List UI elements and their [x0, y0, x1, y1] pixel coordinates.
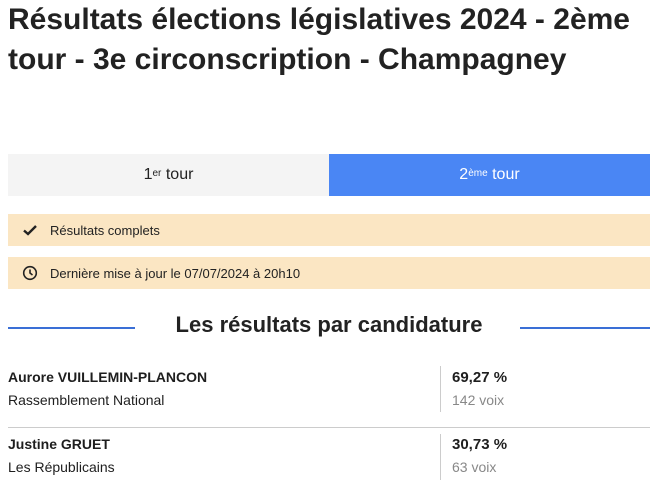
candidate-name: Justine GRUET: [8, 436, 110, 452]
tab-label: tour: [165, 166, 194, 183]
tab-suffix: ème: [468, 167, 488, 179]
candidate-party: Rassemblement National: [8, 392, 165, 408]
candidate-votes: 142 voix: [452, 392, 505, 408]
status-text: Dernière mise à jour le 07/07/2024 à 20h…: [50, 265, 301, 281]
status-complete: Résultats complets: [8, 214, 650, 246]
status-text: Résultats complets: [50, 222, 160, 238]
row-separator: [8, 427, 650, 428]
tab-label: tour: [492, 166, 520, 183]
tab-suffix: er: [152, 167, 162, 179]
column-divider: [440, 366, 441, 412]
section-rule: [8, 327, 135, 329]
tab-number: 1: [143, 166, 153, 183]
candidate-percent: 30,73 %: [452, 436, 508, 453]
candidate-percent: 69,27 %: [452, 369, 508, 386]
clock-icon: [22, 265, 38, 281]
check-icon: [23, 225, 37, 236]
candidate-party: Les Républicains: [8, 459, 115, 475]
status-updated: Dernière mise à jour le 07/07/2024 à 20h…: [8, 257, 650, 289]
section-title: Les résultats par candidature: [175, 312, 483, 337]
tab-second-round[interactable]: 2 ème tour: [329, 154, 650, 196]
column-divider: [440, 434, 441, 480]
tab-number: 2: [459, 166, 469, 183]
tab-first-round[interactable]: 1 er tour: [8, 154, 329, 196]
page-title: Résultats élections législatives 2024 - …: [8, 3, 630, 76]
section-rule: [520, 327, 650, 329]
candidate-name: Aurore VUILLEMIN-PLANCON: [8, 369, 208, 385]
candidate-votes: 63 voix: [452, 459, 497, 475]
